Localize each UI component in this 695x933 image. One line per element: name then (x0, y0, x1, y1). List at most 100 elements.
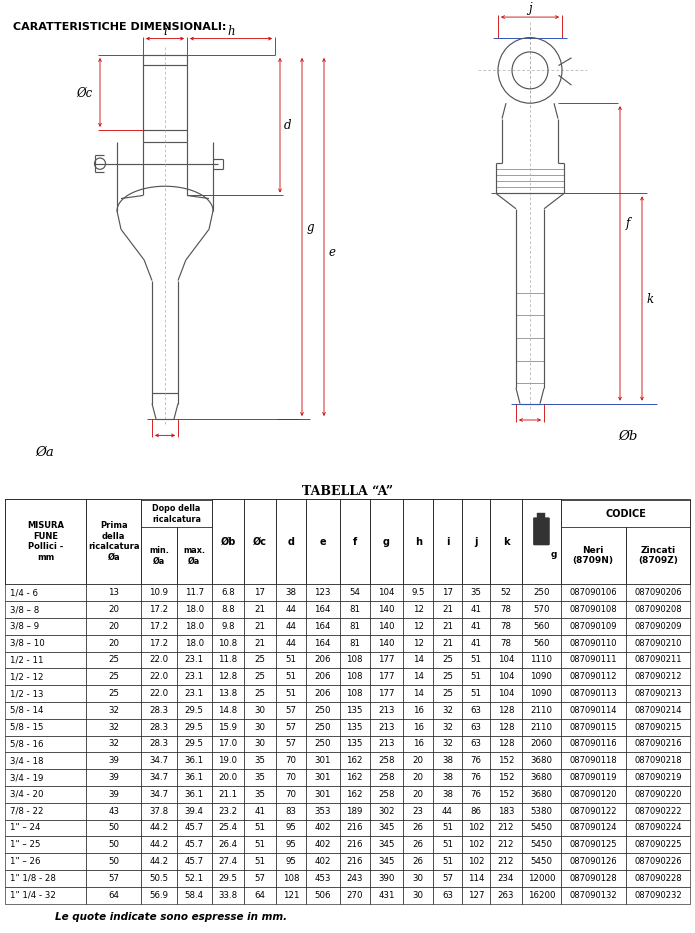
Text: 51: 51 (442, 857, 453, 866)
Text: 087090120: 087090120 (569, 790, 617, 799)
Text: 25: 25 (108, 689, 120, 698)
Text: 22.0: 22.0 (149, 673, 168, 681)
Text: 21.1: 21.1 (218, 790, 238, 799)
Bar (461, 752, 490, 769)
Text: 39: 39 (108, 773, 120, 782)
Bar (461, 651, 490, 668)
Bar (244, 668, 276, 685)
Text: 216: 216 (346, 824, 363, 832)
Bar (403, 718, 434, 735)
Bar (212, 499, 244, 584)
Bar (561, 853, 626, 870)
Text: 63: 63 (471, 740, 482, 748)
Bar (141, 702, 177, 718)
Text: 087090108: 087090108 (569, 605, 617, 614)
Bar (86, 786, 141, 802)
Text: 087090218: 087090218 (634, 757, 682, 765)
Text: 3680: 3680 (530, 757, 553, 765)
Bar (177, 584, 212, 601)
Bar (461, 886, 490, 903)
Bar (626, 735, 690, 752)
Bar (5, 651, 86, 668)
Text: 44: 44 (286, 621, 296, 631)
Bar (490, 618, 522, 634)
Bar (626, 853, 690, 870)
Text: 78: 78 (500, 621, 512, 631)
Text: 25: 25 (442, 673, 453, 681)
Text: 087090228: 087090228 (634, 874, 682, 883)
Bar (5, 718, 86, 735)
Text: h: h (227, 25, 235, 38)
Text: 13.8: 13.8 (218, 689, 238, 698)
Text: 23.2: 23.2 (218, 807, 238, 815)
Bar (434, 584, 461, 601)
Bar (370, 836, 403, 853)
Text: 087090128: 087090128 (569, 874, 617, 883)
Bar (5, 819, 86, 836)
Text: 2060: 2060 (530, 740, 553, 748)
Bar (461, 735, 490, 752)
Bar (461, 601, 490, 618)
Bar (141, 500, 212, 528)
Bar (461, 802, 490, 819)
Text: d: d (287, 536, 295, 547)
Text: 26.4: 26.4 (218, 841, 238, 849)
Bar (403, 702, 434, 718)
Text: 21: 21 (254, 605, 265, 614)
Bar (370, 702, 403, 718)
Text: 21: 21 (442, 605, 453, 614)
Bar (370, 584, 403, 601)
Text: 23: 23 (413, 807, 424, 815)
Bar (403, 618, 434, 634)
Text: j: j (474, 536, 477, 547)
Text: 087090212: 087090212 (634, 673, 682, 681)
Bar (276, 634, 306, 651)
Bar (212, 668, 244, 685)
Text: 1090: 1090 (530, 689, 553, 698)
Bar (86, 752, 141, 769)
Bar (490, 735, 522, 752)
Text: 39: 39 (108, 790, 120, 799)
Text: 35: 35 (254, 790, 265, 799)
Bar (5, 886, 86, 903)
Bar (403, 668, 434, 685)
Text: 087090122: 087090122 (569, 807, 617, 815)
Text: 21: 21 (442, 638, 453, 648)
Text: 52.1: 52.1 (185, 874, 204, 883)
Text: i: i (445, 536, 449, 547)
Text: 25: 25 (442, 655, 453, 664)
Bar (340, 786, 370, 802)
Text: 183: 183 (498, 807, 514, 815)
Text: 35: 35 (254, 757, 265, 765)
Text: 270: 270 (346, 891, 363, 899)
Text: Øb: Øb (619, 430, 638, 443)
Bar (5, 584, 86, 601)
Text: j: j (528, 3, 532, 15)
Bar (306, 802, 340, 819)
Bar (490, 853, 522, 870)
Text: 212: 212 (498, 841, 514, 849)
Bar (403, 786, 434, 802)
Text: 63: 63 (442, 891, 453, 899)
Text: 12: 12 (413, 605, 424, 614)
Bar (177, 752, 212, 769)
Bar (177, 819, 212, 836)
Text: 44.2: 44.2 (149, 824, 168, 832)
Text: 402: 402 (314, 824, 331, 832)
Text: 162: 162 (346, 773, 363, 782)
Bar (490, 499, 522, 584)
Text: 212: 212 (498, 857, 514, 866)
Text: 30: 30 (413, 891, 424, 899)
Text: 104: 104 (498, 689, 514, 698)
Text: 28.3: 28.3 (149, 706, 168, 715)
Text: g: g (383, 536, 390, 547)
Text: 108: 108 (346, 655, 363, 664)
Bar (522, 634, 561, 651)
Text: 301: 301 (314, 790, 331, 799)
Bar (244, 618, 276, 634)
Text: 78: 78 (500, 638, 512, 648)
Bar (434, 634, 461, 651)
Text: 108: 108 (283, 874, 299, 883)
Bar (141, 853, 177, 870)
Bar (244, 769, 276, 786)
